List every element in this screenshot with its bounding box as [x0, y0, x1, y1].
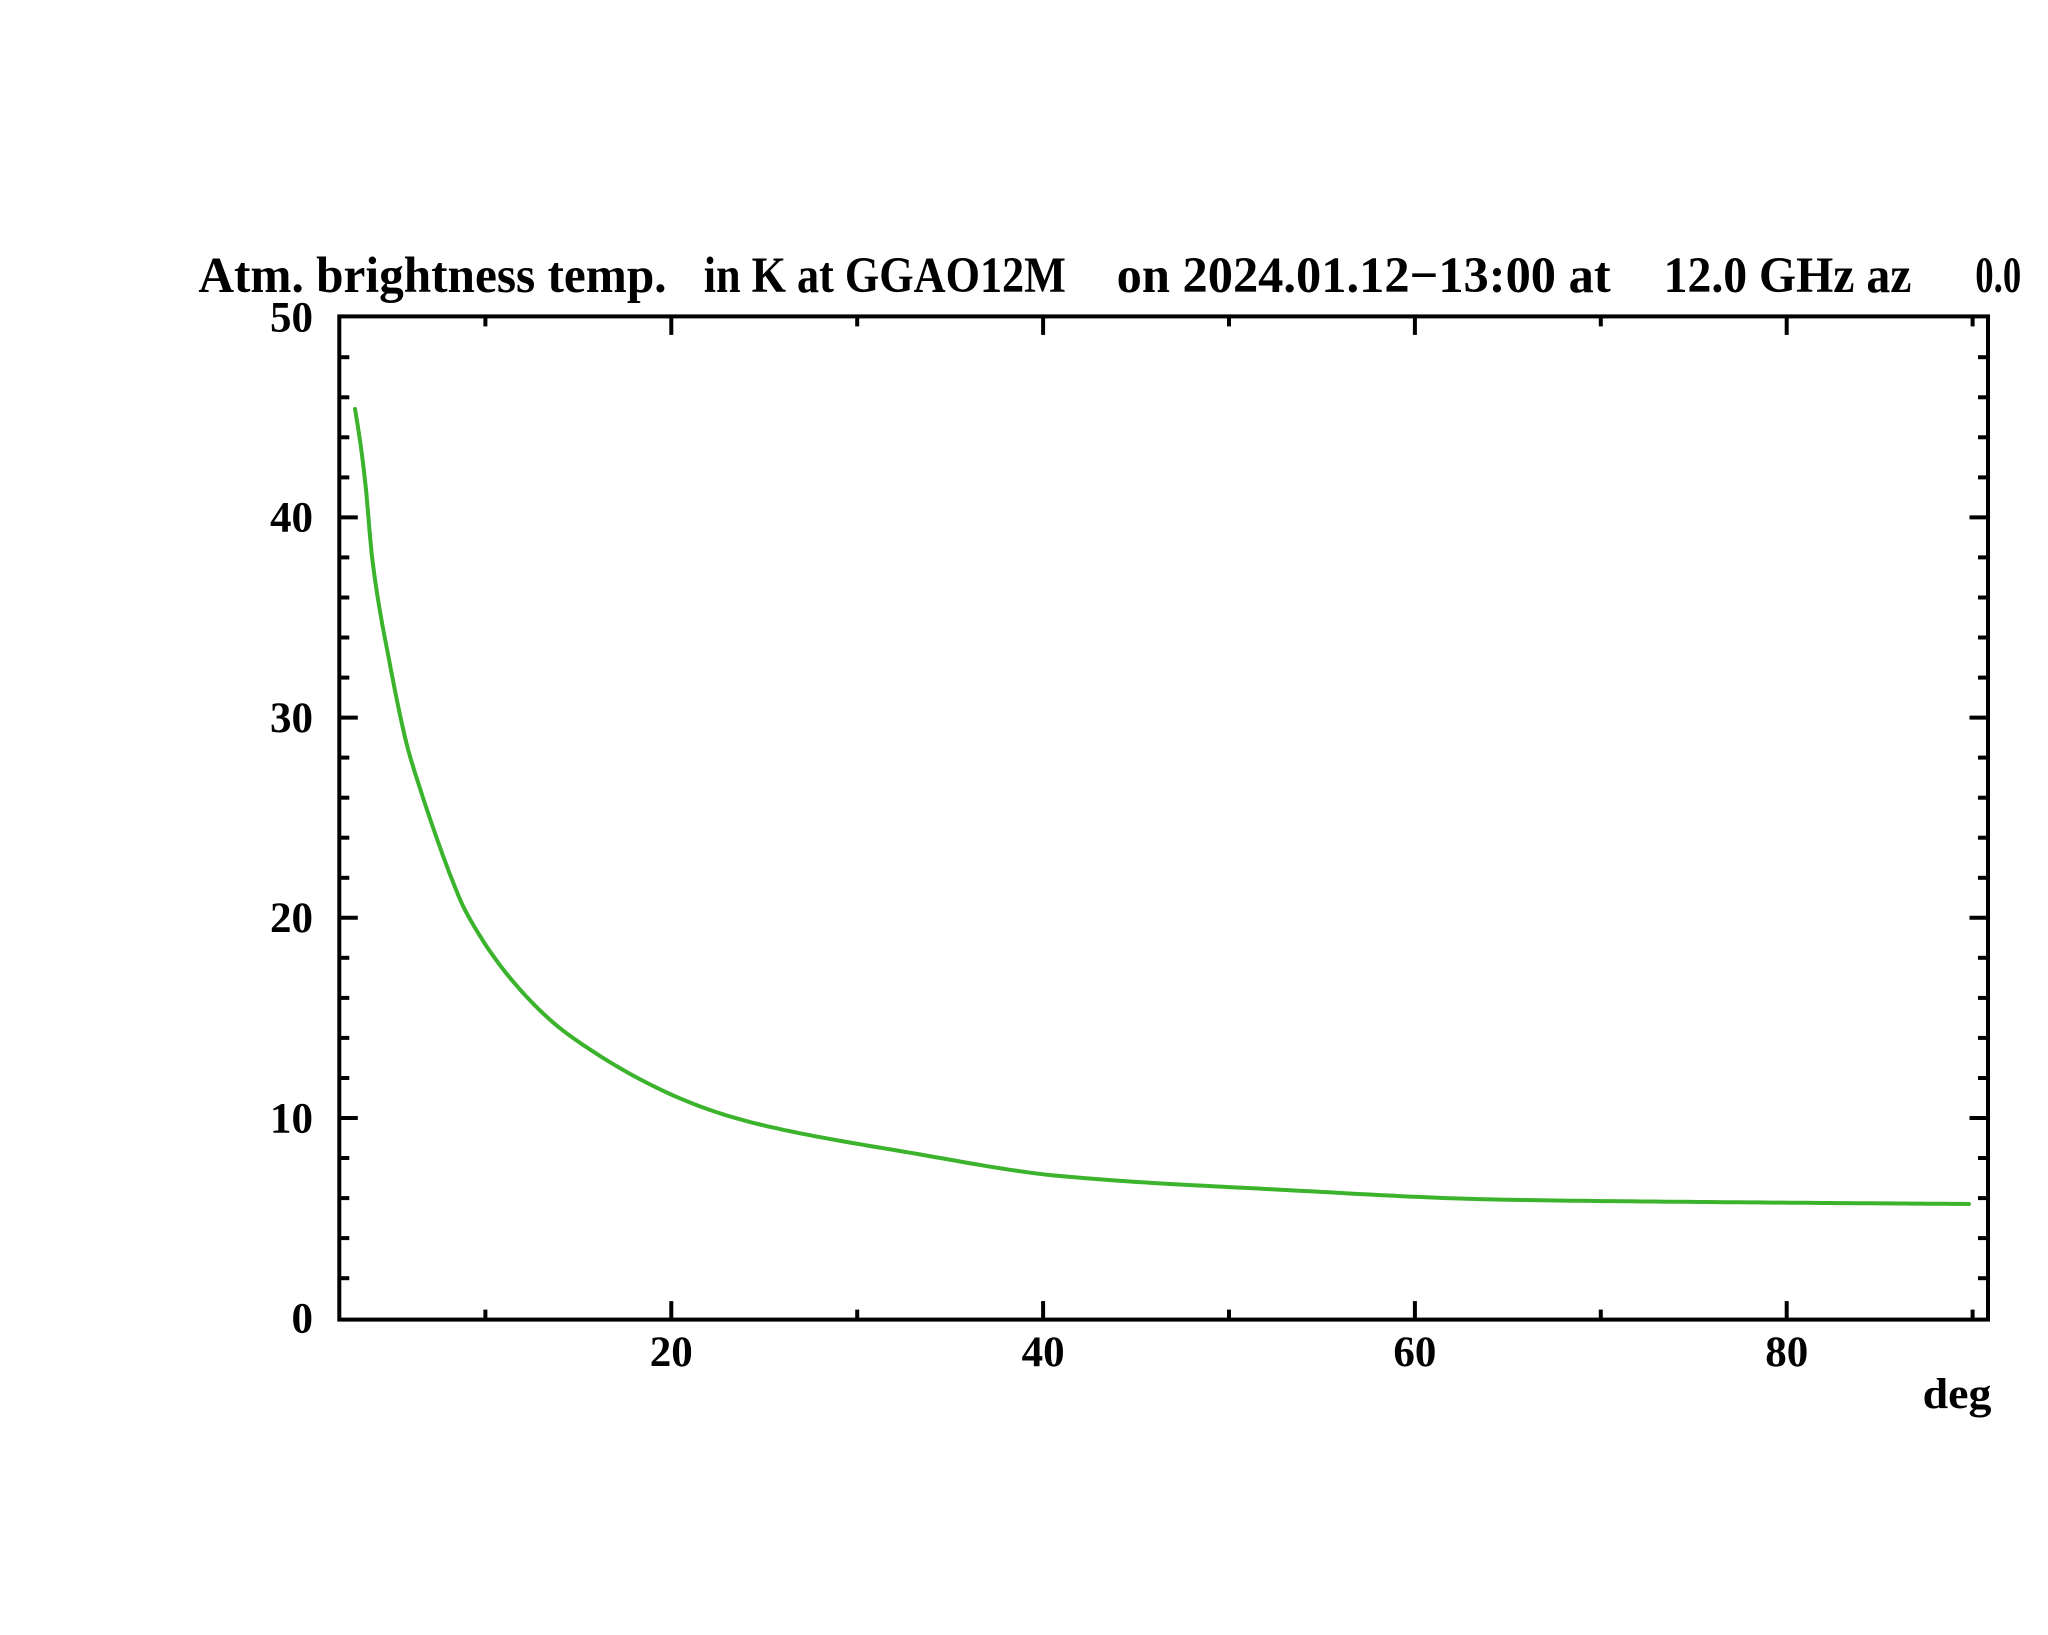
svg-text:0: 0: [292, 1296, 314, 1343]
svg-text:30: 30: [270, 695, 313, 742]
svg-text:80: 80: [1765, 1329, 1808, 1376]
svg-text:20: 20: [270, 895, 313, 942]
svg-text:deg: deg: [1923, 1371, 1992, 1418]
svg-text:0.0: 0.0: [1975, 248, 2021, 304]
svg-text:Atm. brightness temp.: Atm. brightness temp.: [198, 248, 666, 304]
svg-text:50: 50: [270, 295, 313, 342]
svg-text:10: 10: [270, 1095, 313, 1142]
svg-text:12.0 GHz az: 12.0 GHz az: [1664, 248, 1912, 304]
svg-text:in K at GGAO12M: in K at GGAO12M: [704, 248, 1066, 304]
svg-text:40: 40: [1022, 1329, 1065, 1376]
svg-text:60: 60: [1393, 1329, 1436, 1376]
svg-text:40: 40: [270, 495, 313, 542]
svg-text:20: 20: [650, 1329, 693, 1376]
svg-text:on 2024.01.12−13:00 at: on 2024.01.12−13:00 at: [1117, 248, 1611, 304]
